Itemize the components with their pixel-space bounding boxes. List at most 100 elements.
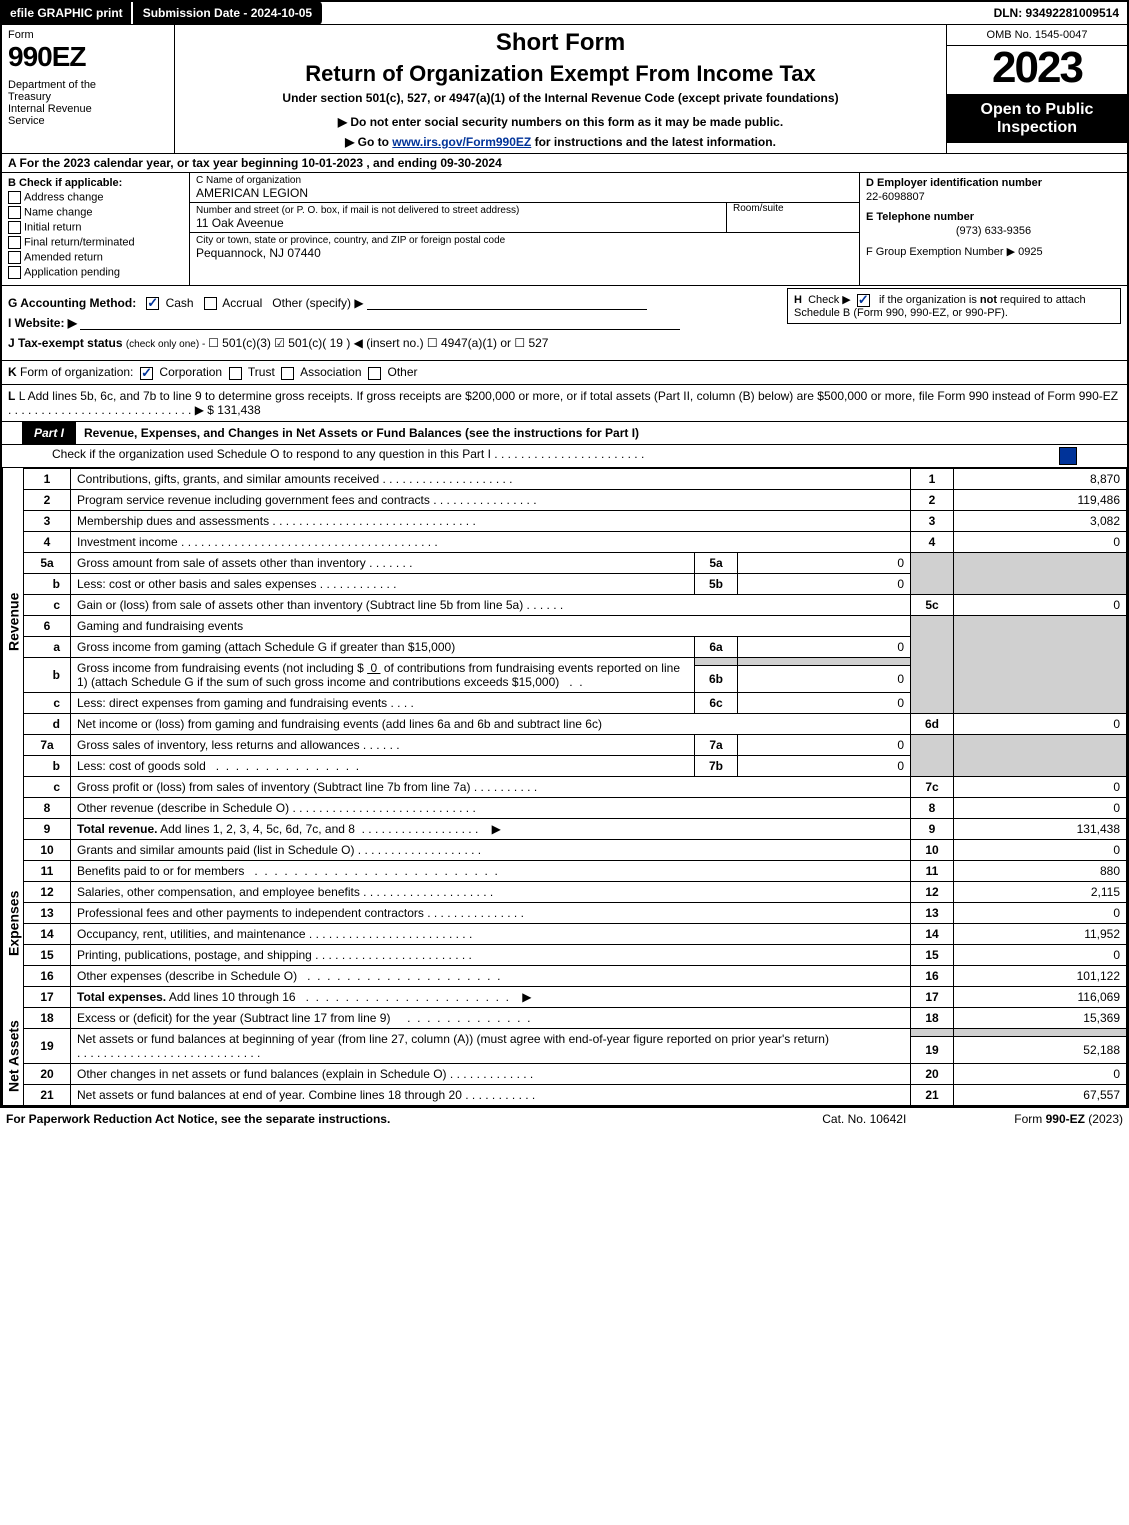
topbar-spacer [324,2,985,24]
street-value: 11 Oak Aveenue [196,216,726,230]
line-5b-num: b [24,573,71,594]
form-header: Form 990EZ Department of theTreasuryInte… [2,25,1127,154]
line-7c-box: 7c [911,776,954,797]
open-to-public-badge: Open to Public Inspection [947,94,1127,143]
line-3-amount: 3,082 [954,510,1127,531]
j-tax-exempt: J Tax-exempt status (check only one) - ☐… [8,336,1121,350]
line-11-desc: Benefits paid to or for members . . . . … [71,860,911,881]
line-21-amount: 67,557 [954,1084,1127,1105]
org-name-value: AMERICAN LEGION [196,186,853,200]
line-6-num: 6 [24,615,71,636]
line-6d-box: 6d [911,713,954,734]
j-options: ☐ 501(c)(3) ☑ 501(c)( 19 ) ◀ (insert no.… [208,336,548,350]
shade-5-amt [954,552,1127,594]
line-10-amount: 0 [954,839,1127,860]
header-center: Short Form Return of Organization Exempt… [175,25,947,153]
chk-trust[interactable] [229,367,242,380]
chk-accrual[interactable] [204,297,217,310]
line-5a-desc: Gross amount from sale of assets other t… [71,552,695,573]
line-6-desc: Gaming and fundraising events [71,615,911,636]
line-12-desc: Salaries, other compensation, and employ… [71,881,911,902]
chk-application-pending[interactable]: Application pending [8,266,183,279]
schedule-o-check-row: Check if the organization used Schedule … [2,445,1127,468]
group-exemption: F Group Exemption Number ▶ 0925 [866,245,1121,258]
short-form-title: Short Form [183,29,938,57]
line-9-box: 9 [911,818,954,839]
revenue-section-label: Revenue [3,468,24,776]
line-17-desc: Total expenses. Add lines 10 through 16 … [71,986,911,1007]
mid-block: H Check ▶ if the organization is not req… [2,286,1127,361]
line-6c-num: c [24,692,71,713]
line-6b-sublabel: 6b [695,666,738,692]
line-3-num: 3 [24,510,71,531]
paperwork-notice: For Paperwork Reduction Act Notice, see … [6,1112,714,1126]
website-input[interactable] [80,329,680,330]
line-7a-num: 7a [24,734,71,755]
org-name-row: C Name of organization AMERICAN LEGION [190,173,859,203]
ein-label: D Employer identification number [866,177,1121,189]
line-11-amount: 880 [954,860,1127,881]
chk-initial-return[interactable]: Initial return [8,221,183,234]
line-9-amount: 131,438 [954,818,1127,839]
shade-7-amt [954,734,1127,776]
line-1-box: 1 [911,468,954,489]
line-18-desc: Excess or (deficit) for the year (Subtra… [71,1007,911,1028]
goto-post: for instructions and the latest informat… [531,135,776,149]
other-specify-input[interactable] [367,309,647,310]
line-14-box: 14 [911,923,954,944]
line-8-num: 8 [24,797,71,818]
line-16-desc: Other expenses (describe in Schedule O) … [71,965,911,986]
form-number: 990EZ [8,41,168,73]
line-4-box: 4 [911,531,954,552]
revenue-section-label-cont [3,776,24,839]
chk-address-change[interactable]: Address change [8,191,183,204]
b-label: B Check if applicable: [8,177,122,189]
header-left: Form 990EZ Department of theTreasuryInte… [2,25,175,153]
line-6d-num: d [24,713,71,734]
ein-value: 22-6098807 [866,191,1121,203]
chk-corporation[interactable] [140,367,153,380]
part-1-header: Part I Revenue, Expenses, and Changes in… [2,422,1127,445]
line-6d-desc: Net income or (loss) from gaming and fun… [71,713,911,734]
phone-value: (973) 633-9356 [866,225,1121,237]
line-7a-subval: 0 [738,734,911,755]
goto-text: ▶ Go to www.irs.gov/Form990EZ for instru… [183,135,938,149]
chk-final-return[interactable]: Final return/terminated [8,236,183,249]
line-8-box: 8 [911,797,954,818]
part-1-tab: Part I [22,422,76,444]
chk-schedule-b-not-required[interactable] [857,294,870,307]
efile-print-button[interactable]: efile GRAPHIC print [2,2,133,24]
line-11-box: 11 [911,860,954,881]
line-7c-desc: Gross profit or (loss) from sales of inv… [71,776,911,797]
form-ref: Form 990-EZ (2023) [1014,1112,1123,1126]
header-right: OMB No. 1545-0047 2023 Open to Public In… [947,25,1127,153]
chk-schedule-o-used[interactable] [1059,447,1077,465]
line-19-desc: Net assets or fund balances at beginning… [71,1028,911,1063]
line-3-box: 3 [911,510,954,531]
chk-other[interactable] [368,367,381,380]
org-info-grid: B Check if applicable: Address change Na… [2,173,1127,286]
line-8-amount: 0 [954,797,1127,818]
line-21-desc: Net assets or fund balances at end of ye… [71,1084,911,1105]
line-10-desc: Grants and similar amounts paid (list in… [71,839,911,860]
line-2-num: 2 [24,489,71,510]
return-title: Return of Organization Exempt From Incom… [183,61,938,87]
line-11-num: 11 [24,860,71,881]
chk-name-change[interactable]: Name change [8,206,183,219]
chk-amended-return[interactable]: Amended return [8,251,183,264]
line-9-desc: Total revenue. Add lines 1, 2, 3, 4, 5c,… [71,818,911,839]
line-13-box: 13 [911,902,954,923]
line-7c-num: c [24,776,71,797]
city-label: City or town, state or province, country… [196,235,853,246]
column-c-org-info: C Name of organization AMERICAN LEGION N… [190,173,860,285]
line-18-box: 18 [911,1007,954,1028]
line-12-box: 12 [911,881,954,902]
chk-cash[interactable] [146,297,159,310]
line-3-desc: Membership dues and assessments . . . . … [71,510,911,531]
irs-link[interactable]: www.irs.gov/Form990EZ [392,135,531,149]
column-b-checkboxes: B Check if applicable: Address change Na… [2,173,190,285]
line-12-amount: 2,115 [954,881,1127,902]
line-16-amount: 101,122 [954,965,1127,986]
chk-association[interactable] [281,367,294,380]
phone-label: E Telephone number [866,211,1121,223]
